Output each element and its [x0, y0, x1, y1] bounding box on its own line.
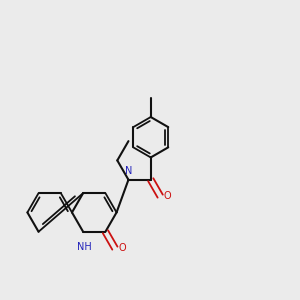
- Text: O: O: [164, 190, 172, 201]
- Text: O: O: [118, 243, 126, 253]
- Text: N: N: [125, 166, 132, 176]
- Text: NH: NH: [77, 242, 92, 252]
